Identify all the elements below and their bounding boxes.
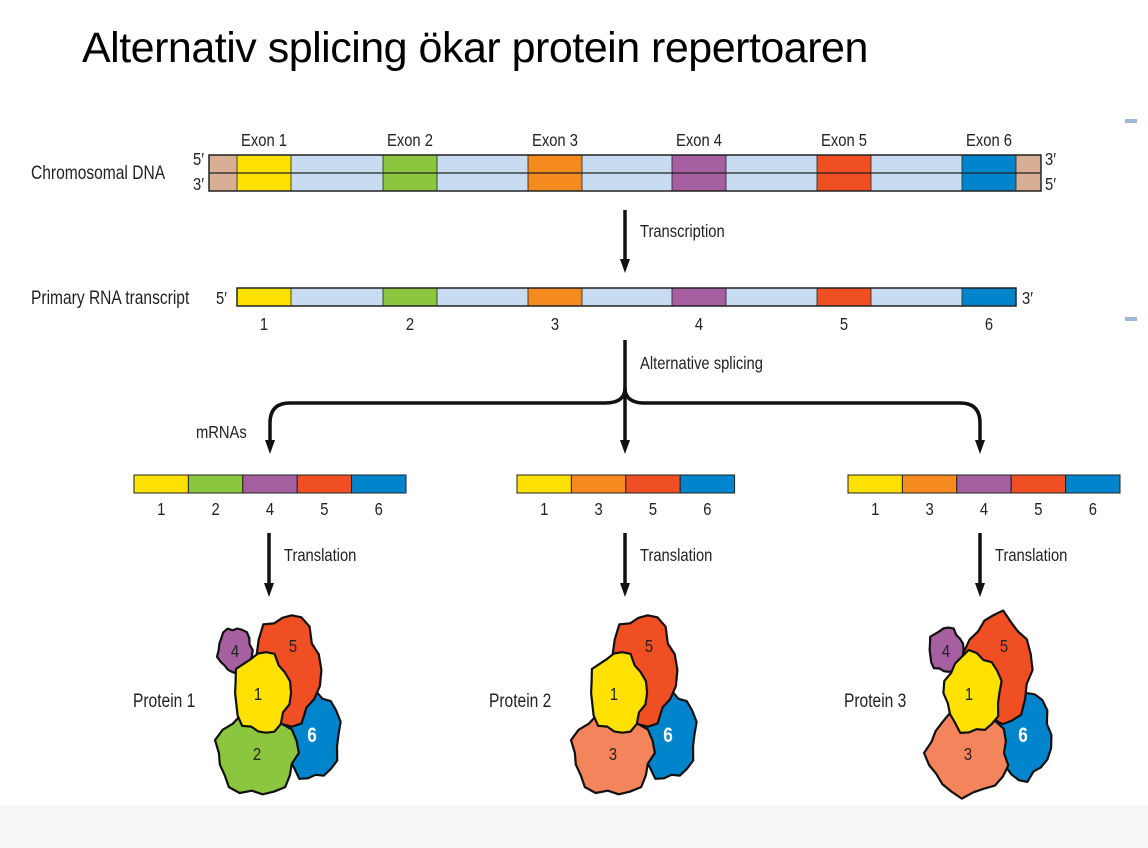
mrna-1-exon-6 xyxy=(351,474,407,494)
rna-exon-3 xyxy=(527,287,583,307)
rna-label: Primary RNA transcript xyxy=(31,287,189,309)
rna-exon-4 xyxy=(671,287,727,307)
protein-2-domain-5-label: 5 xyxy=(645,637,653,657)
rna-exon-6 xyxy=(961,287,1017,307)
mrna-1-exon-4 xyxy=(242,474,298,494)
exon-label-3: Exon 3 xyxy=(532,131,578,151)
protein-2-domain-1-label: 1 xyxy=(610,685,618,705)
rna-exon-number-1: 1 xyxy=(260,315,268,335)
mrna-2-exon-number: 1 xyxy=(540,500,548,520)
rna-exon-5 xyxy=(816,287,872,307)
protein-1-domain-6-label: 6 xyxy=(307,725,317,748)
protein-1-domain-1 xyxy=(234,651,293,734)
translation-arrow-2-head xyxy=(620,583,630,597)
mrna-3-exon-number: 5 xyxy=(1034,500,1042,520)
dna-3prime-bottom: 3′ xyxy=(193,175,204,195)
footer-band xyxy=(0,805,1148,848)
rna-exon-number-6: 6 xyxy=(985,315,993,335)
mrna-1-exon-1 xyxy=(133,474,189,494)
mrna-3-exon-3 xyxy=(901,474,958,494)
exon-label-4: Exon 4 xyxy=(676,131,722,151)
exon-label-1: Exon 1 xyxy=(241,131,287,151)
rna-intron xyxy=(237,288,1016,306)
exon-label-6: Exon 6 xyxy=(966,131,1012,151)
mrna-1-exon-5 xyxy=(296,474,353,494)
protein-2-domain-6-label: 6 xyxy=(663,725,673,748)
mrna-1-exon-number: 6 xyxy=(375,500,383,520)
protein-3-domain-1-label: 1 xyxy=(965,685,973,705)
protein-1-domain-5-label: 5 xyxy=(289,637,297,657)
splicing-branch-right xyxy=(623,387,982,440)
dna-3prime-top: 3′ xyxy=(1045,150,1056,170)
mrna-2-exon-3 xyxy=(570,474,627,494)
protein-1-domain-4-label: 4 xyxy=(231,642,239,662)
rna-exon-number-2: 2 xyxy=(406,315,414,335)
mrna-3-exon-number: 4 xyxy=(980,500,988,520)
protein-3-domain-5-label: 5 xyxy=(1000,637,1008,657)
dna-5prime-top: 5′ xyxy=(193,150,204,170)
mrna-1-exon-number: 2 xyxy=(211,500,219,520)
protein-3-domain-3-label: 3 xyxy=(964,745,972,765)
transcription-arrow-head xyxy=(620,259,630,273)
mrna-2-exon-number: 5 xyxy=(649,500,657,520)
translation-label-1: Translation xyxy=(284,546,356,566)
mrna-3-exon-number: 1 xyxy=(871,500,879,520)
protein-1-label: Protein 1 xyxy=(133,690,195,712)
alternative-splicing-label: Alternative splicing xyxy=(640,354,763,374)
exon-label-5: Exon 5 xyxy=(821,131,867,151)
transcription-label: Transcription xyxy=(640,222,725,242)
protein-3-domain-1 xyxy=(942,648,1003,734)
rna-5prime: 5′ xyxy=(216,289,227,309)
rna-exon-1 xyxy=(236,287,292,307)
mrna-3-exon-4 xyxy=(956,474,1012,494)
protein-3-label: Protein 3 xyxy=(844,690,906,712)
mrna-2-exon-5 xyxy=(625,474,681,494)
protein-3-domain-6-label: 6 xyxy=(1018,725,1028,748)
rna-exon-number-3: 3 xyxy=(551,315,559,335)
mrna-3-exon-number: 3 xyxy=(925,500,933,520)
rna-3prime: 3′ xyxy=(1022,289,1033,309)
protein-3-domain-4-label: 4 xyxy=(942,642,950,662)
translation-arrow-3-head xyxy=(975,583,985,597)
rna-exon-number-5: 5 xyxy=(840,315,848,335)
translation-arrow-1-head xyxy=(264,583,274,597)
mrna-3-exon-1 xyxy=(847,474,903,494)
dna-5prime-bottom: 5′ xyxy=(1045,175,1056,195)
rna-outline xyxy=(236,287,1017,307)
exon-label-2: Exon 2 xyxy=(387,131,433,151)
mrna-2-exon-number: 3 xyxy=(594,500,602,520)
mrna-1-exon-number: 4 xyxy=(266,500,274,520)
rna-exon-number-4: 4 xyxy=(695,315,703,335)
protein-1-domain-1-label: 1 xyxy=(254,685,262,705)
protein-2-domain-3-label: 3 xyxy=(609,745,617,765)
mrna-2-exon-6 xyxy=(679,474,736,494)
mrnas-label: mRNAs xyxy=(196,423,247,443)
dna-label: Chromosomal DNA xyxy=(31,162,165,184)
splicing-arrow-left-head xyxy=(265,440,275,454)
protein-2-label: Protein 2 xyxy=(489,690,551,712)
edge-mark-middle xyxy=(1125,317,1137,321)
mrna-1-exon-2 xyxy=(187,474,244,494)
edge-mark-top xyxy=(1125,119,1137,123)
mrna-3-exon-5 xyxy=(1010,474,1067,494)
mrna-2-exon-1 xyxy=(516,474,572,494)
splicing-branch-left xyxy=(268,387,627,440)
mrna-3-exon-6 xyxy=(1065,474,1121,494)
mrna-1-exon-number: 1 xyxy=(157,500,165,520)
mrna-2-exon-number: 6 xyxy=(703,500,711,520)
splicing-arrow-center-head xyxy=(620,440,630,454)
translation-label-3: Translation xyxy=(995,546,1067,566)
splicing-arrow-right-head xyxy=(975,440,985,454)
protein-2-domain-1 xyxy=(590,651,649,734)
mrna-1-exon-number: 5 xyxy=(320,500,328,520)
rna-exon-2 xyxy=(382,287,438,307)
translation-label-2: Translation xyxy=(640,546,712,566)
mrna-3-exon-number: 6 xyxy=(1089,500,1097,520)
protein-1-domain-2-label: 2 xyxy=(253,745,261,765)
slide-title: Alternativ splicing ökar protein reperto… xyxy=(82,24,868,72)
